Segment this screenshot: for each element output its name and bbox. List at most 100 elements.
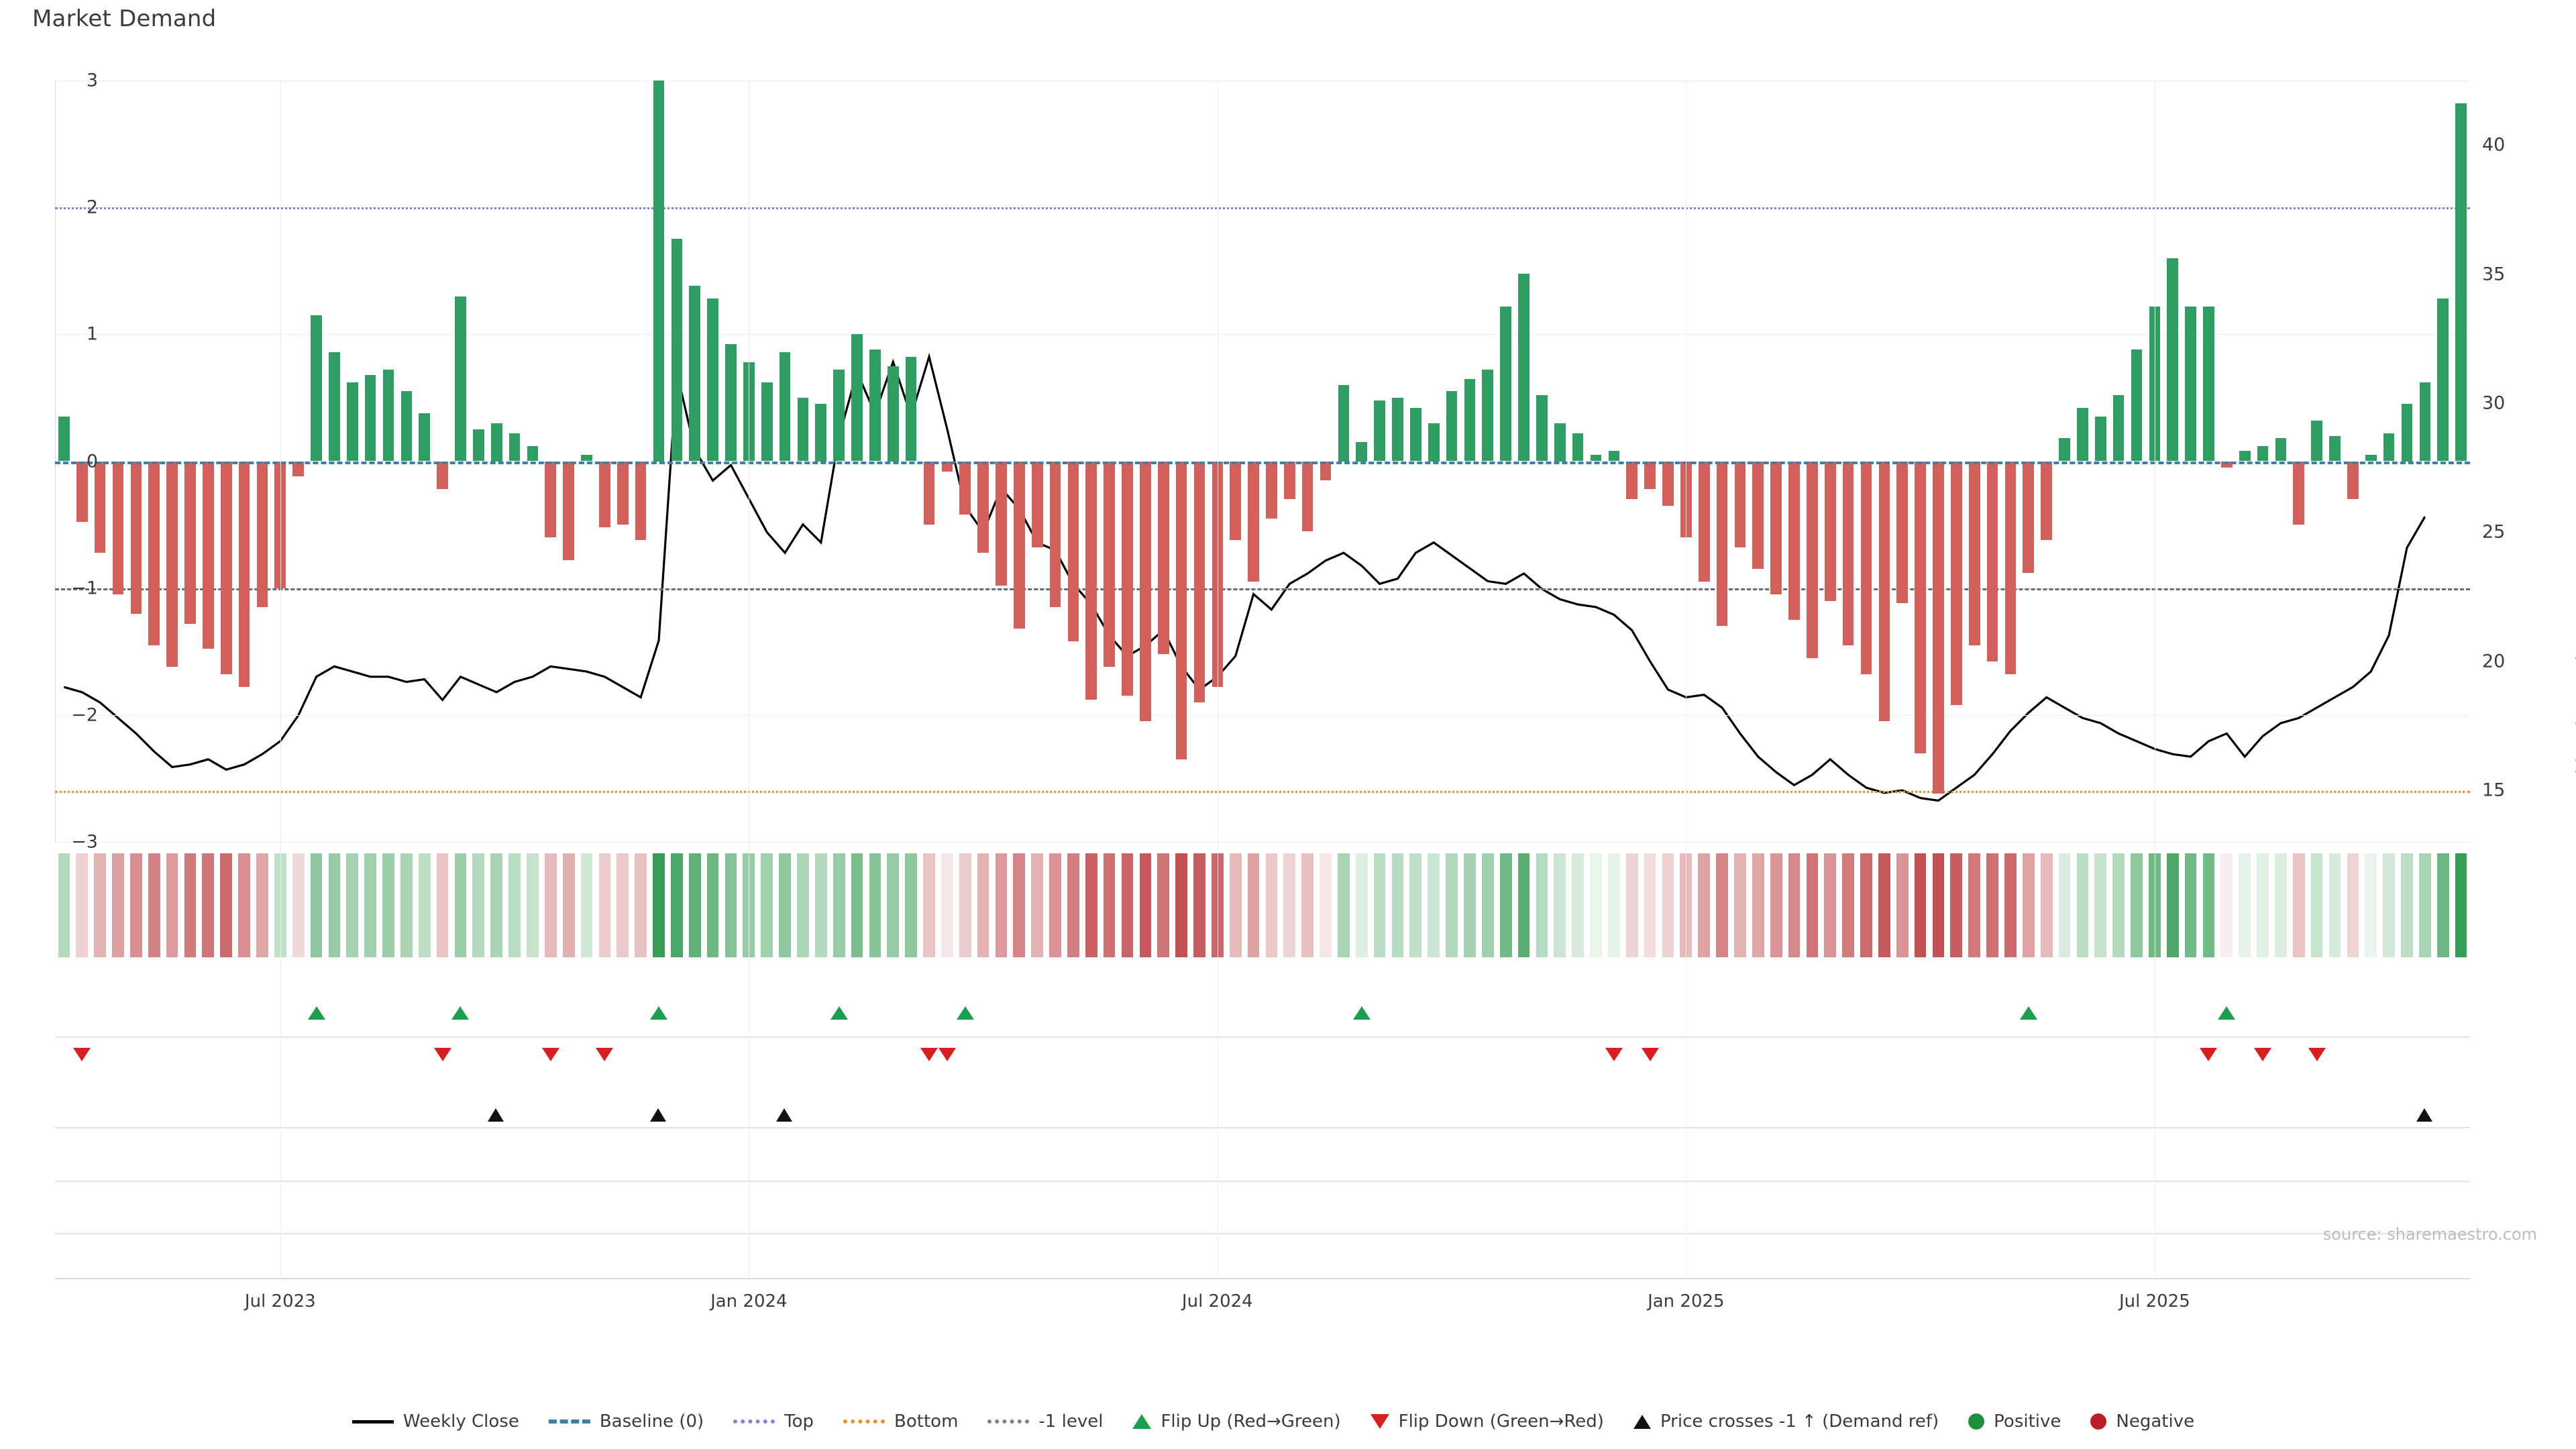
x-axis-rule: [55, 1278, 2470, 1279]
heatmap-cell: [1536, 853, 1548, 957]
demand-bar: [1013, 461, 1025, 629]
heatmap-cell: [2365, 853, 2377, 957]
legend-item[interactable]: Top: [733, 1411, 814, 1432]
heatmap-cell: [1481, 853, 1494, 957]
demand-bar: [1392, 397, 1403, 462]
legend-item[interactable]: Bottom: [843, 1411, 958, 1432]
heatmap-cell: [1860, 853, 1872, 957]
heatmap-cell: [1625, 853, 1638, 957]
demand-bar: [527, 445, 539, 462]
demand-heatmap-strip: [55, 853, 2470, 957]
demand-bar: [869, 350, 881, 462]
heatmap-cell: [364, 853, 376, 957]
demand-bar: [1104, 461, 1115, 667]
legend-item[interactable]: Positive: [1968, 1411, 2061, 1432]
heatmap-cell: [2220, 853, 2233, 957]
y-axis-tick-label: 1: [86, 323, 98, 345]
demand-bar: [1824, 461, 1836, 601]
legend-item-label: Price crosses -1 ↑ (Demand ref): [1660, 1411, 1939, 1432]
legend-item[interactable]: Baseline (0): [548, 1411, 704, 1432]
heatmap-cell: [2401, 853, 2413, 957]
band-separator: [55, 1127, 2470, 1128]
demand-bar: [1842, 461, 1854, 645]
demand-bar: [1752, 461, 1764, 570]
flip-up-marker-icon: [2019, 1006, 2037, 1020]
heatmap-cell: [2166, 853, 2179, 957]
legend-item[interactable]: -1 level: [987, 1411, 1103, 1432]
demand-bar: [2383, 433, 2395, 462]
heatmap-cell: [1301, 853, 1314, 957]
gridline: [55, 842, 2470, 843]
demand-bar: [1951, 461, 1962, 705]
heatmap-cell: [1932, 853, 1945, 957]
heatmap-cell: [671, 853, 683, 957]
demand-bar: [1374, 400, 1385, 462]
demand-bar: [2365, 455, 2377, 462]
demand-bar: [1464, 378, 1476, 462]
heatmap-cell: [2310, 853, 2323, 957]
demand-bar: [2077, 408, 2088, 462]
dot-purple-icon: [733, 1419, 775, 1424]
demand-bar: [1338, 385, 1350, 462]
y-axis-tick-label: −3: [71, 831, 98, 853]
heatmap-cell: [346, 853, 359, 957]
gridline: [55, 714, 2470, 716]
demand-bar: [1175, 461, 1187, 760]
demand-bar: [1140, 461, 1151, 722]
heatmap-cell: [1716, 853, 1728, 957]
heatmap-cell: [112, 853, 124, 957]
dash-blue-icon: [548, 1419, 590, 1424]
heatmap-cell: [2076, 853, 2089, 957]
heatmap-cell: [184, 853, 197, 957]
legend-item[interactable]: Flip Up (Red→Green): [1132, 1411, 1341, 1432]
legend-item[interactable]: Flip Down (Green→Red): [1370, 1411, 1604, 1432]
source-note: source: sharemaestro.com: [2322, 1225, 2537, 1244]
heatmap-cell: [2058, 853, 2071, 957]
y-axis-tick-label: −2: [71, 704, 98, 726]
flip-up-marker-icon: [307, 1006, 325, 1020]
heatmap-cell: [833, 853, 845, 957]
heatmap-cell: [797, 853, 809, 957]
heatmap-cell: [310, 853, 323, 957]
demand-bar: [508, 433, 521, 462]
chart-legend: Weekly Close Baseline (0) Top Bottom -1 leve…: [0, 1411, 2576, 1432]
dot-gray-icon: [987, 1419, 1030, 1424]
legend-item[interactable]: Price crosses -1 ↑ (Demand ref): [1633, 1411, 1939, 1432]
demand-bar: [1428, 423, 1440, 462]
legend-item-label: Bottom: [894, 1411, 959, 1432]
demand-bar: [1085, 461, 1097, 700]
heatmap-cell: [2131, 853, 2143, 957]
demand-bar: [2167, 258, 2179, 462]
heatmap-cell: [1338, 853, 1350, 957]
legend-item[interactable]: Weekly Close: [352, 1411, 519, 1432]
legend-item[interactable]: Negative: [2090, 1411, 2194, 1432]
heatmap-cell: [1013, 853, 1026, 957]
demand-bar: [581, 455, 592, 462]
x-axis-tick-label: Jul 2024: [1181, 1291, 1253, 1311]
demand-bar: [1986, 461, 1998, 662]
demand-bar: [1698, 461, 1710, 582]
flip-up-marker-icon: [650, 1006, 667, 1020]
heatmap-cell: [2040, 853, 2053, 957]
heatmap-cell: [1896, 853, 1909, 957]
heatmap-cell: [635, 853, 647, 957]
gridline: [55, 334, 2470, 335]
heatmap-cell: [814, 853, 827, 957]
flip-up-marker-icon: [451, 1006, 470, 1020]
heatmap-cell: [1788, 853, 1801, 957]
neg-one-reference-line: [55, 588, 2470, 590]
dot-orange-icon: [843, 1419, 885, 1424]
heatmap-cell: [292, 853, 305, 957]
demand-bar: [1644, 461, 1656, 490]
demand-bar: [1301, 461, 1313, 531]
y2-axis-tick-label: 25: [2482, 521, 2506, 543]
heatmap-cell: [400, 853, 413, 957]
demand-bar: [563, 461, 574, 561]
price-cross-marker-icon: [776, 1108, 793, 1122]
heatmap-cell: [1031, 853, 1044, 957]
demand-bar: [2329, 435, 2341, 462]
demand-bar: [2131, 350, 2143, 462]
heatmap-cell: [1554, 853, 1566, 957]
heatmap-cell: [2257, 853, 2269, 957]
demand-bar: [761, 382, 773, 462]
